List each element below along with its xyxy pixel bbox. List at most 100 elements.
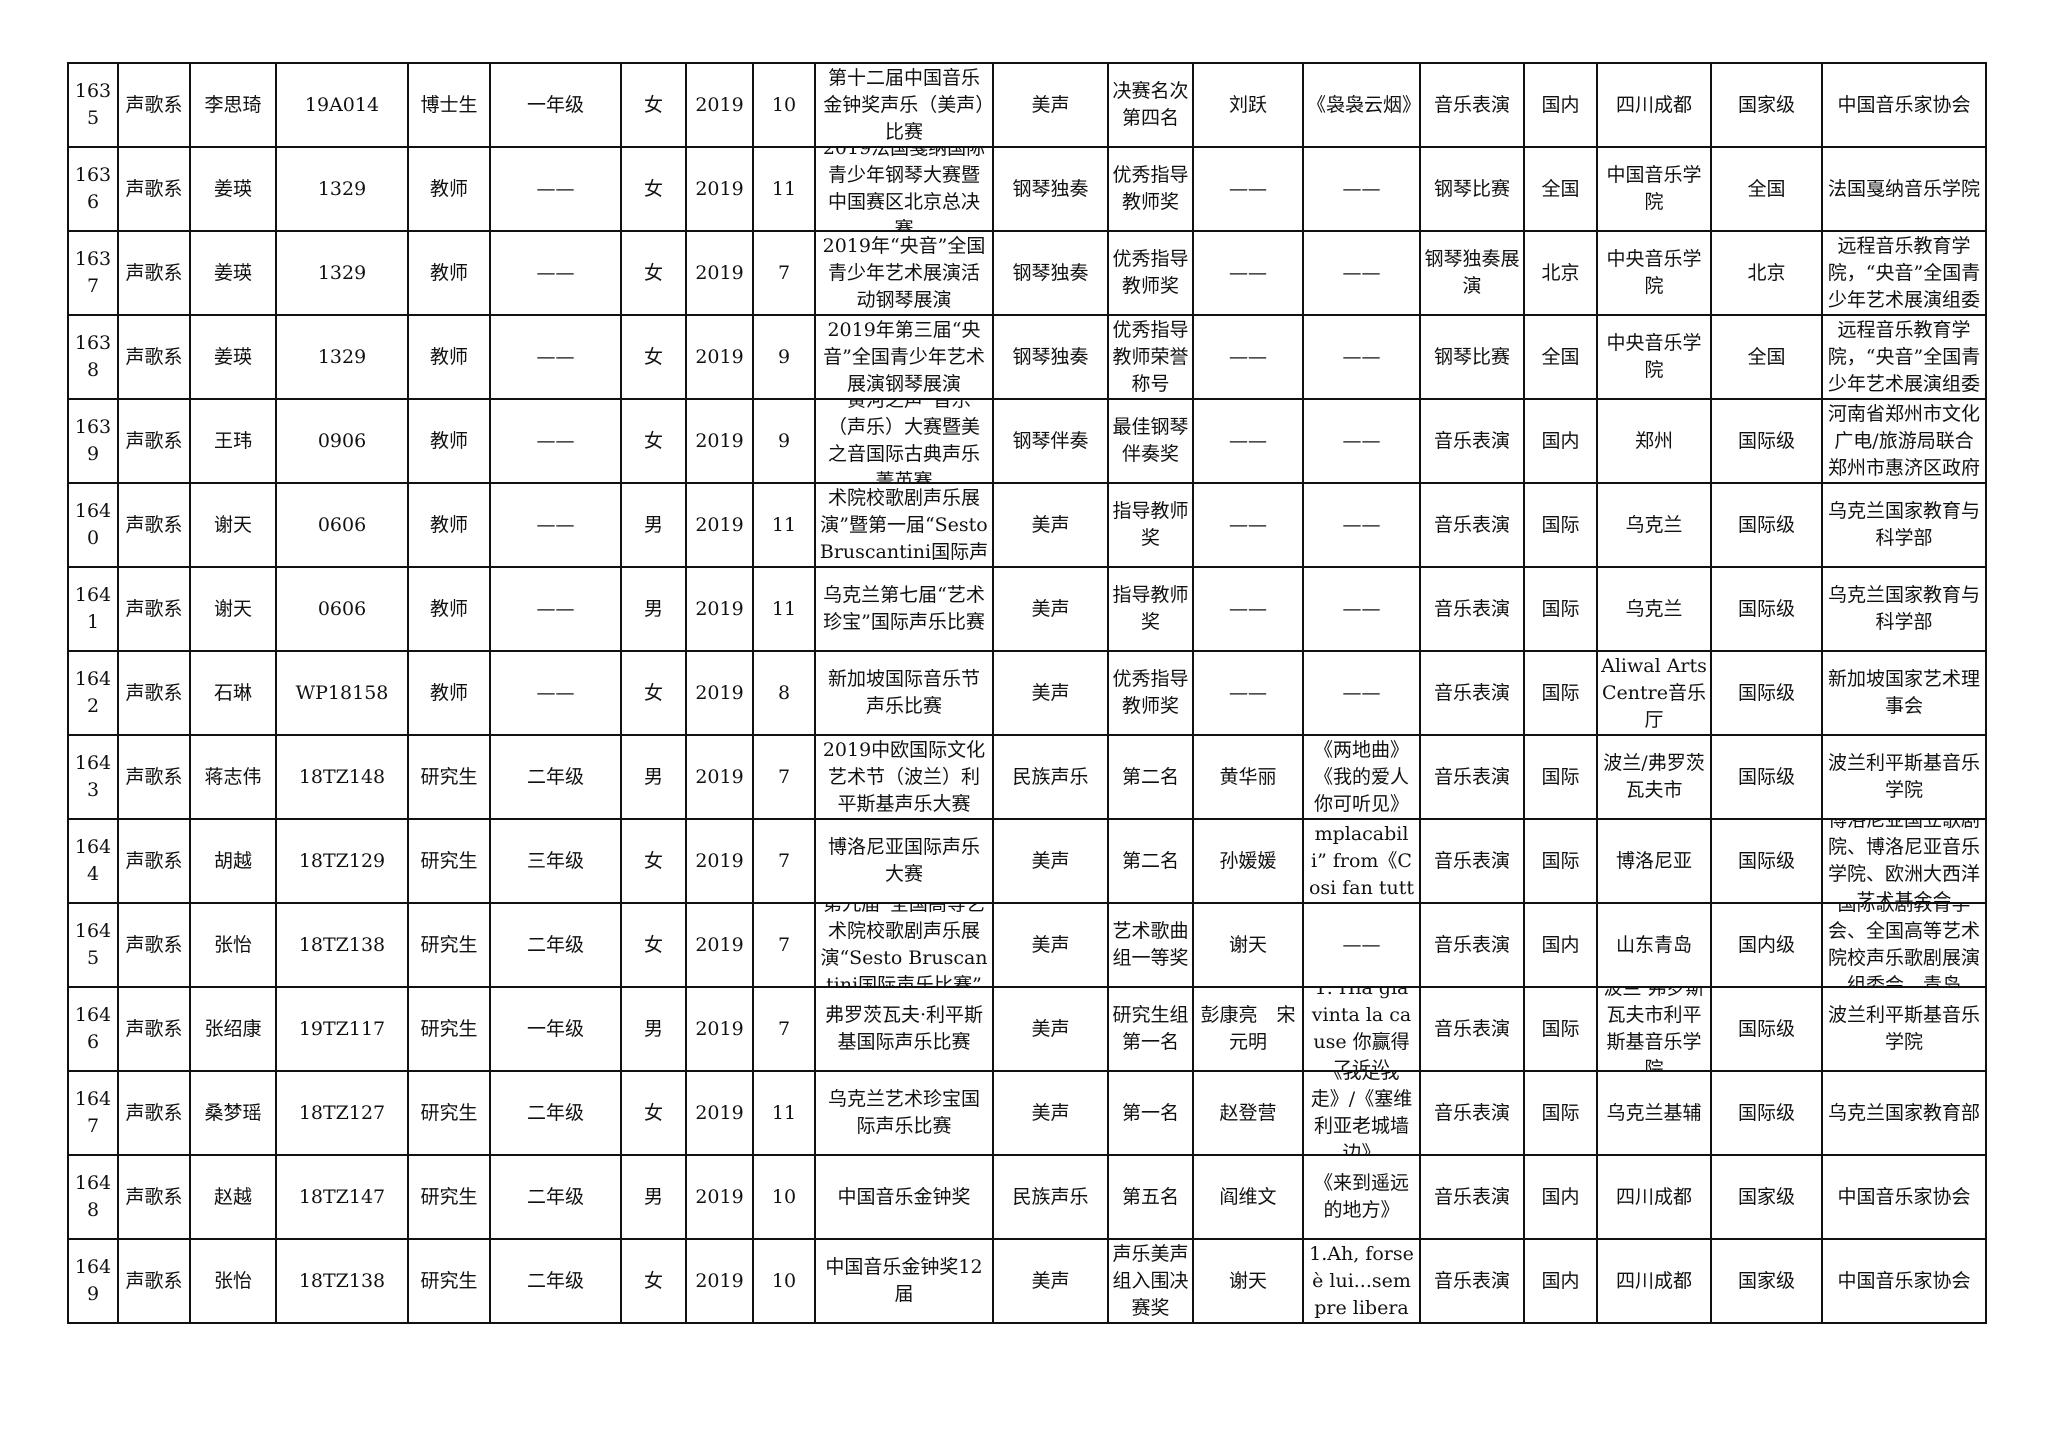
record-id-text: 1646: [74, 1004, 112, 1053]
scope-text: 全国: [1541, 345, 1580, 368]
cell-location: 郑州: [1596, 398, 1712, 484]
cell-month: 10: [752, 62, 816, 148]
scope-text: 国内: [1541, 933, 1580, 956]
cell-location: 博洛尼亚: [1596, 818, 1712, 904]
work-text: ——: [1342, 429, 1381, 452]
cell-record-id: 1649: [67, 1238, 119, 1324]
award-text: 优秀指导教师荣誉称号: [1112, 318, 1189, 395]
cell-award: 研究生组 第一名: [1107, 986, 1194, 1072]
cell-level: 国际级: [1710, 734, 1823, 820]
cell-month: 10: [752, 1154, 816, 1240]
record-id-text: 1647: [74, 1088, 112, 1137]
cell-scope: 国内: [1523, 902, 1598, 988]
grade-text: 二年级: [526, 1269, 584, 1292]
cell-work: ——: [1302, 146, 1421, 232]
identity-text: 研究生: [420, 1269, 478, 1292]
cell-year: 2019: [685, 314, 754, 400]
cell-competition: “黄河之声”音乐（声乐）大赛暨美之音国际古典声乐菁英赛: [814, 398, 994, 484]
gender-text: 女: [643, 933, 663, 956]
category-text: 美声: [1031, 1101, 1070, 1124]
cell-year: 2019: [685, 62, 754, 148]
cell-instructor: 彭康亮 宋元明: [1192, 986, 1304, 1072]
name-text: 张绍康: [204, 1017, 262, 1040]
cell-location: 山东青岛: [1596, 902, 1712, 988]
cell-record-id: 1642: [67, 650, 119, 736]
award-text: 第二名: [1121, 849, 1179, 872]
month-text: 10: [771, 1185, 797, 1208]
cell-id-number: 0606: [275, 482, 409, 568]
gender-text: 女: [643, 429, 663, 452]
gender-text: 女: [643, 177, 663, 200]
location-text: 博洛尼亚: [1615, 849, 1692, 872]
organizer-text: 中国音乐家协会: [1837, 1185, 1971, 1208]
cell-month: 9: [752, 314, 816, 400]
award-text: 指导教师奖: [1112, 500, 1189, 549]
cell-discipline: 音乐表演: [1419, 818, 1525, 904]
category-text: 钢琴伴奏: [1012, 429, 1089, 452]
cell-grade: 二年级: [489, 734, 622, 820]
organizer-text: 国际歌剧教育学会、全国高等艺术院校声乐歌剧展演组委会、青岛: [1827, 904, 1980, 986]
cell-category: 钢琴独奏: [992, 146, 1109, 232]
name-text: 姜瑛: [213, 177, 252, 200]
cell-category: 美声: [992, 818, 1109, 904]
cell-location: 四川成都: [1596, 62, 1712, 148]
cell-award: 艺术歌曲组一等奖: [1107, 902, 1194, 988]
scope-text: 国内: [1541, 1269, 1580, 1292]
gender-text: 女: [643, 1269, 663, 1292]
record-id-text: 1640: [74, 500, 112, 549]
cell-competition: 中国音乐金钟奖: [814, 1154, 994, 1240]
name-text: 石琳: [213, 681, 252, 704]
cell-competition: 新加坡国际音乐节声乐比赛: [814, 650, 994, 736]
cell-scope: 北京: [1523, 230, 1598, 316]
cell-month: 9: [752, 398, 816, 484]
grade-text: 一年级: [526, 93, 584, 116]
work-text: 《来到遥远的地方》: [1313, 1172, 1409, 1221]
category-text: 美声: [1031, 849, 1070, 872]
cell-instructor: ——: [1192, 482, 1304, 568]
competition-text: 中国音乐金钟奖: [837, 1185, 971, 1208]
cell-department: 声歌系: [117, 482, 191, 568]
department-text: 声歌系: [125, 765, 183, 788]
cell-scope: 国际: [1523, 1070, 1598, 1156]
month-text: 11: [771, 513, 797, 536]
grade-text: 二年级: [526, 1185, 584, 1208]
cell-department: 声歌系: [117, 986, 191, 1072]
award-text: 研究生组 第一名: [1112, 1004, 1189, 1053]
cell-department: 声歌系: [117, 734, 191, 820]
name-text: 李思琦: [204, 93, 262, 116]
scope-text: 北京: [1541, 261, 1580, 284]
cell-award: 优秀指导教师奖: [1107, 650, 1194, 736]
work-text: 1.Ah, forse è lui...sempre libera: [1309, 1242, 1414, 1319]
cell-grade: 二年级: [489, 1154, 622, 1240]
cell-gender: 女: [620, 1070, 687, 1156]
cell-category: 钢琴独奏: [992, 314, 1109, 400]
grade-text: ——: [536, 597, 575, 620]
organizer-text: 乌克兰国家教育与科学部: [1827, 500, 1980, 549]
organizer-text: 乌克兰国家教育与科学部: [1827, 584, 1980, 633]
cell-competition: 第十二届中国音乐金钟奖声乐（美声）比赛: [814, 62, 994, 148]
cell-identity: 教师: [407, 146, 491, 232]
location-text: 四川成都: [1615, 1269, 1692, 1292]
cell-scope: 国内: [1523, 1154, 1598, 1240]
discipline-text: 音乐表演: [1433, 1017, 1510, 1040]
year-text: 2019: [695, 933, 744, 956]
cell-id-number: 18TZ138: [275, 1238, 409, 1324]
identity-text: 教师: [429, 345, 468, 368]
month-text: 9: [777, 345, 791, 368]
cell-level: 国家级: [1710, 62, 1823, 148]
cell-instructor: ——: [1192, 314, 1304, 400]
cell-category: 美声: [992, 1070, 1109, 1156]
award-text: 第五名: [1121, 1185, 1179, 1208]
category-text: 钢琴独奏: [1012, 177, 1089, 200]
identity-text: 研究生: [420, 765, 478, 788]
cell-month: 11: [752, 566, 816, 652]
cell-id-number: WP18158: [275, 650, 409, 736]
record-id-text: 1641: [74, 584, 112, 633]
instructor-text: 黄华丽: [1219, 765, 1277, 788]
id-number-text: 0606: [317, 513, 367, 536]
cell-month: 7: [752, 986, 816, 1072]
cell-organizer: 博洛尼亚国立歌剧院、博洛尼亚音乐学院、欧洲大西洋艺术基金会: [1821, 818, 1987, 904]
cell-scope: 国际: [1523, 734, 1598, 820]
id-number-text: 1329: [317, 177, 367, 200]
work-text: ——: [1342, 513, 1381, 536]
